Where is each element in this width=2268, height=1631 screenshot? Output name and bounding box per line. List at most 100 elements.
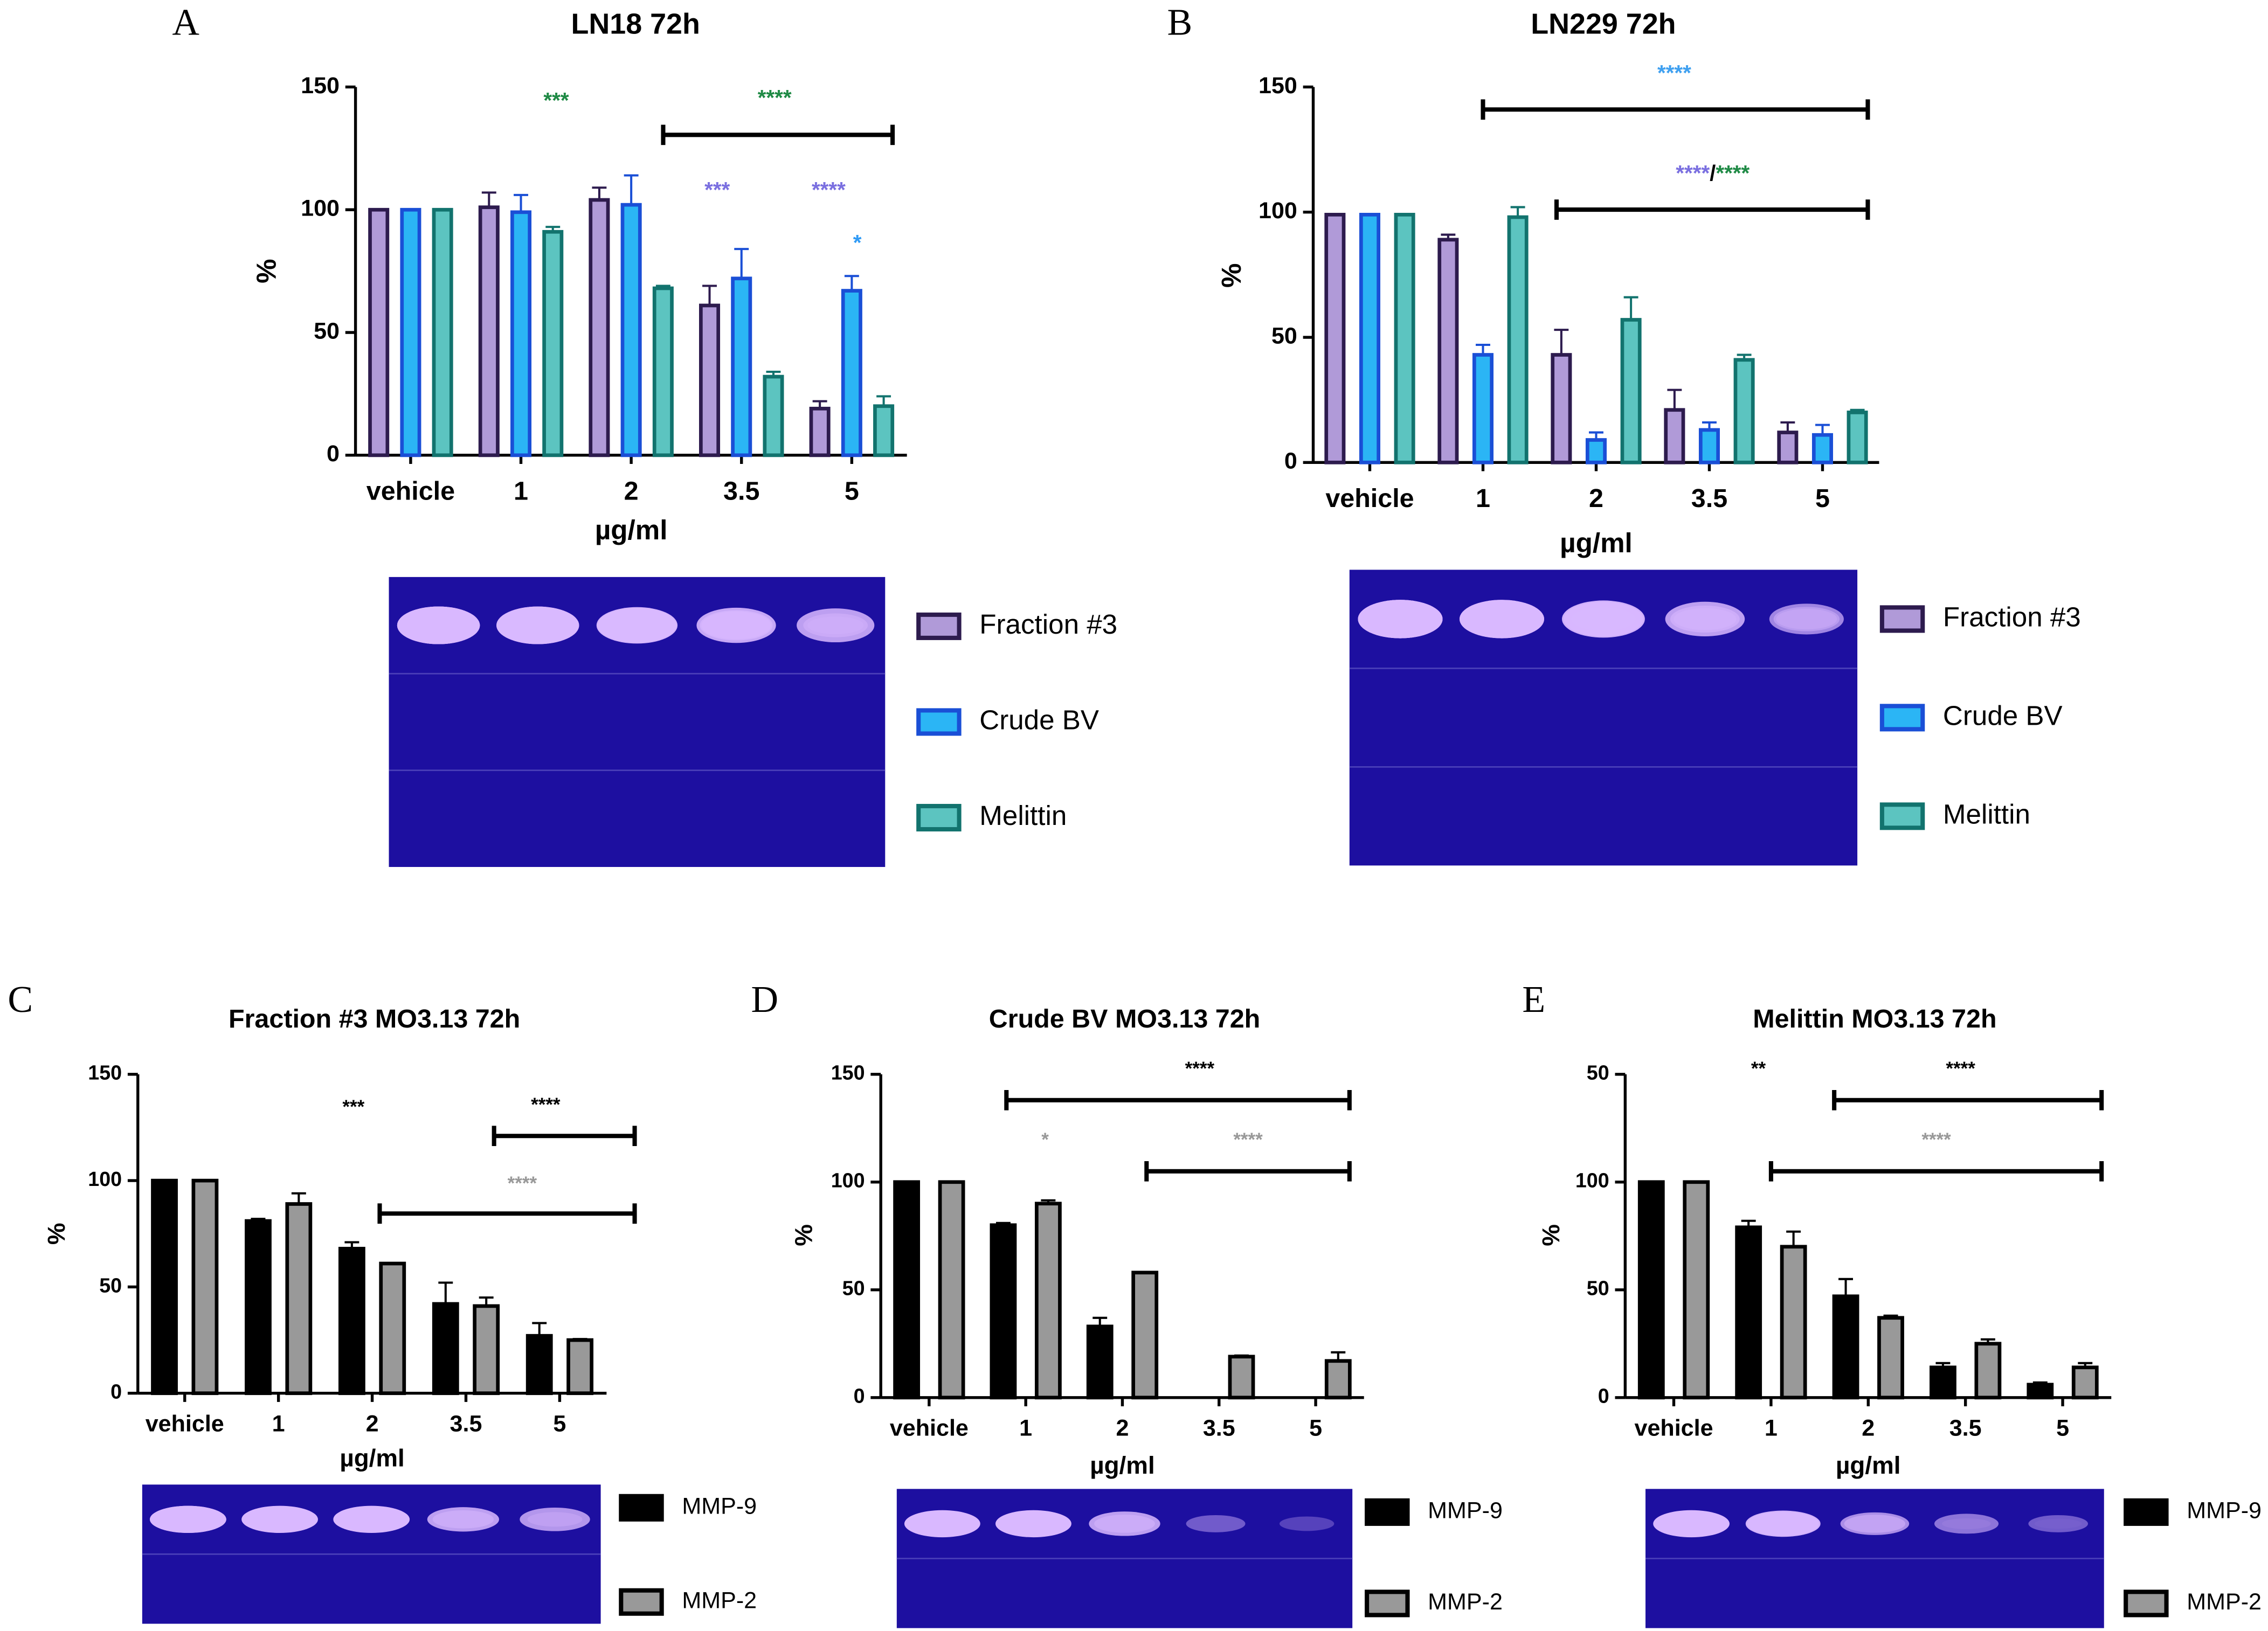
significance-part: **** bbox=[1233, 1129, 1263, 1150]
bar bbox=[400, 207, 421, 457]
gel-band bbox=[1358, 600, 1443, 638]
bar bbox=[1324, 1359, 1352, 1400]
y-axis-label: % bbox=[790, 1224, 817, 1246]
gel-band bbox=[241, 1505, 318, 1533]
bar bbox=[1034, 1202, 1062, 1400]
bar bbox=[1780, 1245, 1807, 1400]
bar bbox=[151, 1178, 178, 1396]
x-tick-label: 5 bbox=[845, 477, 859, 506]
y-tick-label: 150 bbox=[88, 1061, 122, 1084]
chart-title: Melittin MO3.13 72h bbox=[1753, 1004, 1996, 1033]
gel-band bbox=[1459, 600, 1545, 638]
significance-part: ** bbox=[1751, 1058, 1766, 1079]
x-tick-label: 5 bbox=[1309, 1415, 1322, 1441]
gel-band bbox=[803, 613, 868, 637]
x-tick-label: 1 bbox=[1476, 484, 1490, 513]
legend-label: MMP-2 bbox=[1428, 1589, 1503, 1615]
significance-label: **** bbox=[508, 1173, 537, 1194]
significance-part: * bbox=[1041, 1129, 1049, 1150]
y-tick-label: 50 bbox=[314, 318, 340, 344]
x-tick-label: 5 bbox=[553, 1411, 566, 1436]
significance-part: **** bbox=[1921, 1129, 1951, 1150]
bar bbox=[841, 289, 862, 457]
x-tick-label: 1 bbox=[272, 1411, 285, 1436]
significance-label: **** bbox=[1233, 1129, 1263, 1150]
bar bbox=[478, 205, 500, 457]
x-tick-label: 2 bbox=[624, 477, 639, 506]
y-tick-label: 100 bbox=[831, 1169, 865, 1192]
significance-label: **** bbox=[1657, 60, 1691, 85]
gel-band bbox=[1089, 1511, 1160, 1536]
x-axis-label: µg/ml bbox=[1090, 1452, 1154, 1479]
y-tick-label: 150 bbox=[1259, 73, 1297, 99]
panel-label: E bbox=[1522, 979, 1545, 1021]
gel-band bbox=[1840, 1512, 1910, 1535]
significance-part: **** bbox=[1657, 60, 1691, 85]
y-tick-label: 0 bbox=[110, 1380, 122, 1403]
bar bbox=[1735, 1225, 1762, 1400]
legend-label: MMP-9 bbox=[2187, 1498, 2262, 1524]
gel-band bbox=[427, 1507, 500, 1532]
x-tick-label: 1 bbox=[1019, 1415, 1032, 1441]
legend-swatch bbox=[1365, 1498, 1410, 1526]
significance-label: **** bbox=[1946, 1058, 1975, 1079]
significance-label: **** bbox=[812, 177, 846, 202]
gel-band bbox=[497, 607, 578, 644]
y-tick-label: 50 bbox=[99, 1274, 122, 1296]
y-tick-label: 100 bbox=[301, 196, 340, 221]
gel-band bbox=[1769, 603, 1844, 635]
chart-title: Crude BV MO3.13 72h bbox=[989, 1004, 1261, 1033]
bar bbox=[1683, 1180, 1710, 1400]
chart-title: LN18 72h bbox=[571, 8, 700, 40]
bar bbox=[1507, 215, 1529, 464]
y-tick-label: 50 bbox=[1271, 323, 1297, 349]
y-axis-label: % bbox=[251, 259, 282, 283]
bar bbox=[510, 210, 532, 457]
x-tick-label: 3.5 bbox=[723, 477, 759, 506]
x-tick-label: 3.5 bbox=[1691, 484, 1727, 513]
bar bbox=[2027, 1383, 2054, 1400]
y-axis-label: % bbox=[1537, 1224, 1565, 1246]
y-tick-label: 150 bbox=[301, 73, 340, 99]
gel-band bbox=[598, 608, 676, 643]
gel-band bbox=[1561, 600, 1645, 638]
legend-label: Crude BV bbox=[979, 704, 1099, 735]
significance-label: **** bbox=[1185, 1058, 1215, 1079]
bar bbox=[893, 1180, 921, 1400]
significance-part: **** bbox=[1676, 161, 1710, 185]
bar bbox=[1472, 353, 1494, 464]
bar bbox=[1664, 408, 1685, 464]
gel-band bbox=[2034, 1518, 2082, 1529]
y-tick-label: 150 bbox=[831, 1061, 865, 1084]
bar bbox=[1777, 431, 1799, 464]
bar bbox=[1698, 428, 1720, 464]
bar bbox=[1877, 1316, 1904, 1400]
significance-label: **** bbox=[531, 1094, 561, 1115]
gel-band bbox=[1665, 601, 1745, 637]
x-tick-label: 1 bbox=[1765, 1415, 1778, 1441]
panel-label: D bbox=[751, 979, 779, 1021]
gel-band bbox=[1186, 1515, 1246, 1532]
bar bbox=[620, 203, 642, 457]
chart-title: LN229 72h bbox=[1531, 8, 1676, 40]
significance-part: * bbox=[853, 230, 862, 255]
bar bbox=[1637, 1180, 1665, 1400]
y-axis-label: % bbox=[1216, 263, 1247, 287]
x-tick-label: 5 bbox=[1815, 484, 1830, 513]
legend-label: Fraction #3 bbox=[979, 609, 1117, 640]
bar bbox=[285, 1202, 313, 1396]
bar bbox=[525, 1334, 553, 1396]
x-tick-label: 3.5 bbox=[1949, 1415, 1982, 1441]
significance-label: ** bbox=[1751, 1058, 1766, 1079]
legend-swatch bbox=[1879, 802, 1925, 830]
legend-label: MMP-9 bbox=[682, 1494, 757, 1519]
x-tick-label: 2 bbox=[1116, 1415, 1129, 1441]
bar bbox=[873, 404, 895, 457]
significance-part: *** bbox=[342, 1096, 364, 1118]
x-tick-label: vehicle bbox=[1635, 1415, 1713, 1441]
panel-label: B bbox=[1167, 2, 1192, 44]
significance-part: **** bbox=[508, 1173, 537, 1194]
legend-swatch bbox=[1365, 1590, 1410, 1618]
legend-swatch bbox=[916, 708, 962, 736]
